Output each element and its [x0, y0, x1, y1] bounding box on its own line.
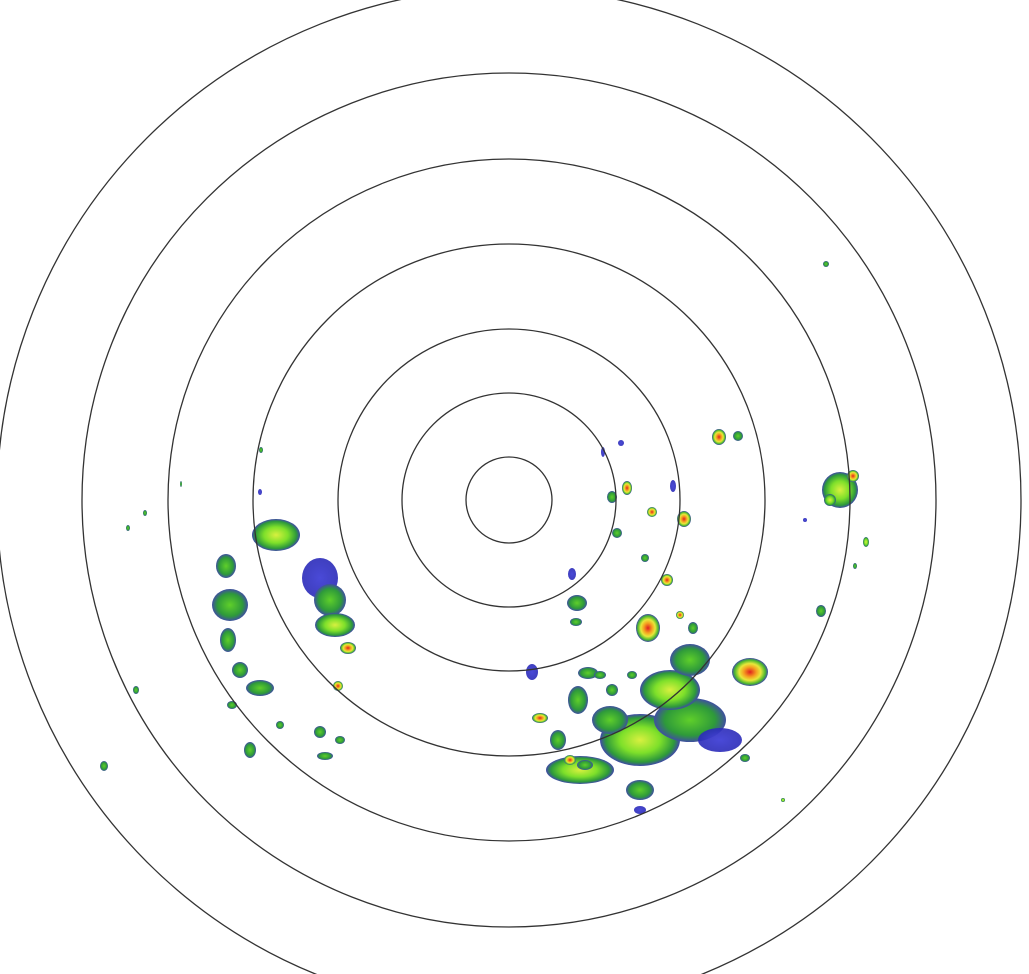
echo-cell — [740, 754, 750, 762]
echo-cell — [733, 431, 743, 441]
echo-cell — [526, 664, 538, 680]
echo-cell — [568, 568, 576, 580]
echo-cell — [532, 713, 548, 723]
echo-cell — [212, 589, 248, 621]
echo-cell — [314, 584, 346, 616]
echo-cell — [853, 563, 857, 569]
echo-cell — [570, 618, 582, 626]
echo-cell — [180, 481, 182, 487]
echo-cell — [258, 489, 262, 495]
echo-cell — [661, 574, 673, 586]
echo-cell — [259, 447, 263, 453]
echo-cell — [612, 528, 622, 538]
echo-cell — [732, 658, 768, 686]
echo-cell — [315, 613, 355, 637]
echo-cell — [627, 671, 637, 679]
echo-cell — [816, 605, 826, 617]
range-ring-1 — [465, 456, 553, 544]
echo-cell — [607, 491, 617, 503]
echo-cell — [677, 511, 691, 527]
echo-cell — [676, 611, 684, 619]
echo-cell — [220, 628, 236, 652]
echo-cell — [143, 510, 147, 516]
echo-cell — [216, 554, 236, 578]
echo-cell — [333, 681, 343, 691]
echo-cell — [824, 494, 836, 506]
echo-cell — [641, 554, 649, 562]
echo-cell — [640, 670, 700, 710]
precipitation-echoes — [100, 261, 869, 814]
echo-cell — [340, 642, 356, 654]
echo-cell — [606, 684, 618, 696]
echo-cell — [594, 671, 606, 679]
echo-cell — [647, 507, 657, 517]
echo-cell — [863, 537, 869, 547]
echo-cell — [670, 644, 710, 676]
echo-cell — [276, 721, 284, 729]
echo-cell — [126, 525, 130, 531]
echo-cell — [578, 667, 598, 679]
echo-cell — [577, 760, 593, 770]
echo-cell — [688, 622, 698, 634]
echo-cell — [133, 686, 139, 694]
echo-cell — [246, 680, 274, 696]
echo-cell — [227, 701, 237, 709]
echo-cell — [546, 756, 614, 784]
echo-cell — [636, 614, 660, 642]
range-ring-5 — [167, 158, 851, 842]
echo-cell — [317, 752, 333, 760]
echo-cell — [712, 429, 726, 445]
echo-cell — [618, 440, 624, 446]
echo-cell — [568, 686, 588, 714]
echo-cell — [592, 706, 628, 734]
range-ring-3 — [337, 328, 681, 672]
range-ring-6 — [81, 72, 937, 928]
echo-cell — [823, 261, 829, 267]
range-ring-2 — [401, 392, 617, 608]
echo-cell — [244, 742, 256, 758]
echo-cell — [634, 806, 646, 814]
echo-cell — [622, 481, 632, 495]
echo-cell — [335, 736, 345, 744]
range-ring-4 — [252, 243, 766, 757]
echo-cell — [314, 726, 326, 738]
echo-cell — [626, 780, 654, 800]
echo-cell — [564, 755, 576, 765]
echo-cell — [803, 518, 807, 522]
echo-cell — [698, 728, 742, 752]
echo-cell — [781, 798, 785, 802]
echo-cell — [567, 595, 587, 611]
echo-cell — [252, 519, 300, 551]
echo-cell — [232, 662, 248, 678]
echo-cell — [100, 761, 108, 771]
echo-cell — [550, 730, 566, 750]
echo-cell — [670, 480, 676, 492]
